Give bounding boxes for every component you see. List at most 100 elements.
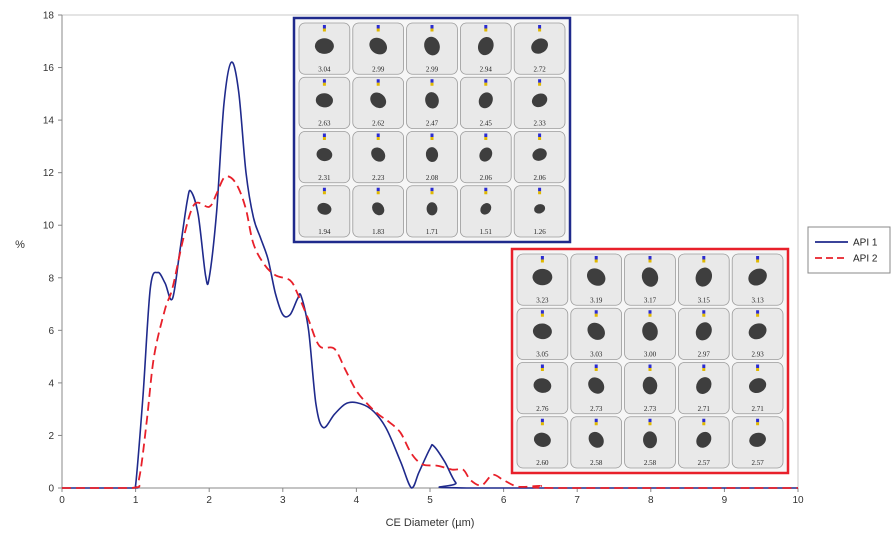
x-axis-title: CE Diameter (µm) xyxy=(386,517,475,529)
particle-image xyxy=(372,202,385,216)
scale-marker-blue xyxy=(376,79,380,83)
y-tick-label: 8 xyxy=(48,273,54,284)
particle-cell: 1.51 xyxy=(459,185,512,238)
scale-marker-blue xyxy=(484,187,488,192)
x-tick-label: 9 xyxy=(722,495,728,506)
scale-marker-yellow xyxy=(430,28,434,32)
particle-size-label: 2.76 xyxy=(536,405,549,413)
particle-cell: 2.45 xyxy=(459,76,512,129)
particle-cell: 2.71 xyxy=(678,362,730,415)
scale-marker-yellow xyxy=(648,422,652,426)
particle-cell: 3.17 xyxy=(624,253,676,306)
y-tick-label: 4 xyxy=(48,378,54,389)
particle-size-label: 2.08 xyxy=(426,174,439,182)
scale-marker-yellow xyxy=(484,28,488,32)
y-tick-label: 0 xyxy=(48,484,54,495)
particle-cell: 2.47 xyxy=(406,76,458,129)
scale-marker-yellow xyxy=(756,259,760,263)
scale-marker-yellow xyxy=(538,28,542,32)
particle-panel-upper: 3.04 2.99 2.99 2.94 2.72 2.63 2.62 2.47 2.45 2.33… xyxy=(292,16,572,244)
scale-marker-blue xyxy=(484,133,488,137)
particle-size-label: 2.33 xyxy=(533,120,546,128)
x-tick-label: 5 xyxy=(427,495,433,506)
particle-cell: 3.03 xyxy=(570,307,622,360)
x-tick-label: 1 xyxy=(133,495,139,506)
scale-marker-blue xyxy=(430,187,434,192)
particle-size-label: 2.71 xyxy=(698,405,711,413)
scale-marker-blue xyxy=(594,256,598,260)
scale-marker-yellow xyxy=(484,191,488,195)
particle-image xyxy=(371,147,386,162)
particle-cell: 2.33 xyxy=(513,76,566,129)
scale-marker-yellow xyxy=(322,137,326,140)
scale-marker-blue xyxy=(376,187,380,192)
particle-size-label: 2.73 xyxy=(644,405,657,413)
particle-size-label: 3.03 xyxy=(590,351,603,359)
particle-image xyxy=(424,36,440,56)
particle-cell: 2.58 xyxy=(570,416,622,469)
scale-marker-yellow xyxy=(594,313,598,317)
particle-size-label: 2.73 xyxy=(590,405,603,413)
particle-cell: 2.23 xyxy=(352,131,404,184)
particle-size-label: 1.94 xyxy=(318,228,331,236)
scale-marker-yellow xyxy=(702,368,706,371)
particle-size-label: 2.58 xyxy=(644,459,657,467)
particle-cell: 2.73 xyxy=(624,362,676,415)
scale-marker-yellow xyxy=(756,313,760,317)
particle-image-panels: 3.04 2.99 2.99 2.94 2.72 2.63 2.62 2.47 2.45 2.33… xyxy=(292,16,790,475)
scale-marker-blue xyxy=(484,25,488,29)
particle-image xyxy=(370,92,387,109)
scale-marker-yellow xyxy=(702,259,706,263)
particle-size-label: 2.31 xyxy=(318,174,331,182)
particle-image xyxy=(587,322,605,340)
particle-size-label: 1.83 xyxy=(372,228,385,236)
particle-image xyxy=(696,377,712,394)
particle-image xyxy=(317,202,332,215)
scale-marker-yellow xyxy=(376,137,380,140)
particle-size-label: 2.62 xyxy=(372,120,385,128)
scale-marker-yellow xyxy=(376,28,380,32)
particle-size-label: 2.47 xyxy=(426,120,439,128)
particle-size-label: 1.26 xyxy=(533,228,546,236)
particle-size-label: 2.57 xyxy=(751,459,764,467)
scale-marker-yellow xyxy=(594,422,598,426)
scale-marker-yellow xyxy=(540,259,544,263)
particle-size-label: 2.57 xyxy=(698,459,711,467)
particle-image xyxy=(642,376,658,395)
scale-marker-blue xyxy=(702,364,706,368)
particle-image xyxy=(531,38,548,54)
particle-cell: 2.58 xyxy=(624,416,676,469)
particle-size-label: 1.71 xyxy=(426,228,439,236)
scale-marker-blue xyxy=(594,364,598,368)
x-tick-label: 7 xyxy=(574,495,580,506)
scale-marker-blue xyxy=(322,133,326,137)
scale-marker-blue xyxy=(322,187,326,192)
particle-size-label: 3.17 xyxy=(644,296,657,304)
particle-image xyxy=(425,147,439,162)
particle-size-label: 3.15 xyxy=(698,296,711,304)
particle-cell: 2.08 xyxy=(406,131,458,184)
particle-image xyxy=(749,432,766,447)
scale-marker-blue xyxy=(756,310,760,314)
particle-image xyxy=(696,431,712,448)
scale-marker-blue xyxy=(430,25,434,29)
scale-marker-blue xyxy=(430,133,434,137)
scale-marker-yellow xyxy=(322,28,326,32)
scale-marker-blue xyxy=(756,256,760,260)
legend-label-2: API 2 xyxy=(853,254,878,265)
scale-marker-blue xyxy=(594,418,598,423)
particle-image xyxy=(532,323,552,340)
particle-cell: 2.57 xyxy=(731,416,784,469)
scale-marker-yellow xyxy=(702,313,706,317)
particle-size-label: 2.97 xyxy=(698,351,711,359)
particle-image xyxy=(479,147,493,162)
scale-marker-blue xyxy=(756,418,760,423)
particle-image xyxy=(534,204,546,214)
scale-marker-yellow xyxy=(484,137,488,140)
particle-size-label: 2.71 xyxy=(751,405,764,413)
particle-cell: 3.23 xyxy=(516,253,569,306)
y-tick-label: 10 xyxy=(43,221,55,232)
scale-marker-yellow xyxy=(538,137,542,140)
scale-marker-blue xyxy=(594,310,598,314)
particle-size-label: 2.23 xyxy=(372,174,385,182)
